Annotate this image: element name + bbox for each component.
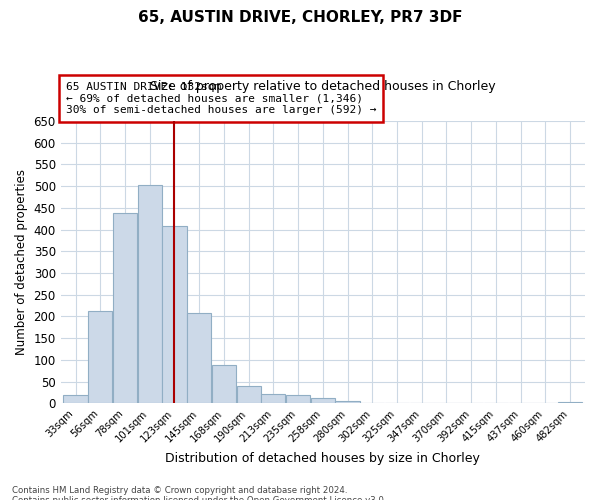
Bar <box>88 310 112 404</box>
Bar <box>261 394 286 404</box>
Text: Contains public sector information licensed under the Open Government Licence v3: Contains public sector information licen… <box>12 496 386 500</box>
Bar <box>187 314 211 404</box>
Bar <box>558 402 582 404</box>
Text: 65 AUSTIN DRIVE: 132sqm
← 69% of detached houses are smaller (1,346)
30% of semi: 65 AUSTIN DRIVE: 132sqm ← 69% of detache… <box>66 82 376 116</box>
Text: 65, AUSTIN DRIVE, CHORLEY, PR7 3DF: 65, AUSTIN DRIVE, CHORLEY, PR7 3DF <box>138 10 462 25</box>
Y-axis label: Number of detached properties: Number of detached properties <box>15 169 28 355</box>
Bar <box>311 398 335 404</box>
Text: Contains HM Land Registry data © Crown copyright and database right 2024.: Contains HM Land Registry data © Crown c… <box>12 486 347 495</box>
Bar <box>286 396 310 404</box>
X-axis label: Distribution of detached houses by size in Chorley: Distribution of detached houses by size … <box>166 452 480 465</box>
Bar <box>335 401 359 404</box>
Bar <box>163 226 187 404</box>
Bar <box>64 396 88 404</box>
Bar <box>113 214 137 404</box>
Bar <box>137 185 162 404</box>
Bar <box>212 365 236 404</box>
Bar <box>236 386 261 404</box>
Title: Size of property relative to detached houses in Chorley: Size of property relative to detached ho… <box>150 80 496 94</box>
